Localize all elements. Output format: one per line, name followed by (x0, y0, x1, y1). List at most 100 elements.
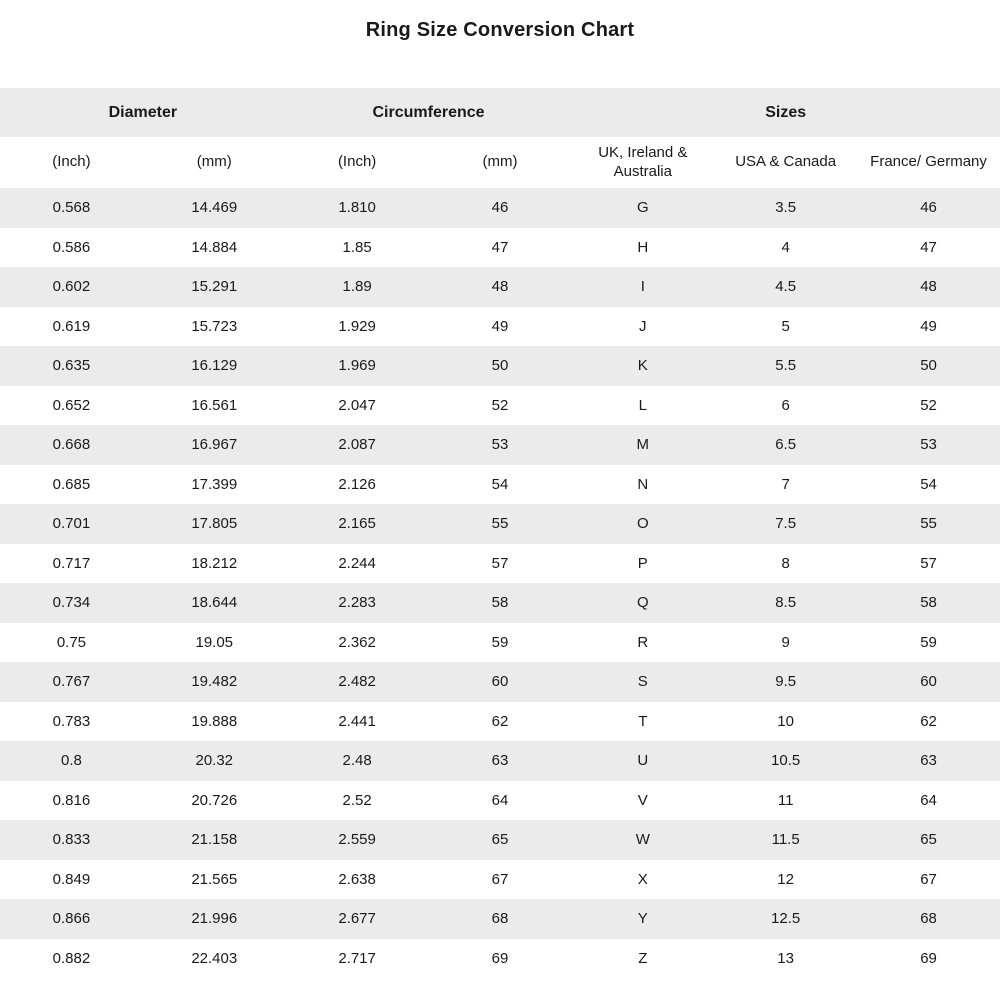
table-cell: 63 (920, 752, 937, 770)
table-cell: M (636, 436, 650, 454)
table-cell: 0.75 (56, 633, 87, 651)
table-cell: 69 (491, 949, 509, 967)
table-cell: 21.996 (191, 910, 238, 928)
table-cell: I (640, 278, 645, 296)
table-cell: 2.482 (338, 673, 376, 691)
group-header-circumference: Circumference (372, 103, 485, 121)
table-cell: 22.403 (191, 949, 238, 967)
table-cell: 9 (781, 633, 790, 651)
table-cell: 46 (491, 199, 509, 217)
table-cell: R (637, 633, 649, 651)
table-cell: 57 (920, 554, 937, 572)
table-cell: 52 (491, 396, 509, 414)
column-header-circumference-inch: (Inch) (337, 153, 377, 171)
table-cell: 9.5 (775, 673, 797, 691)
table-cell: 6 (781, 396, 790, 414)
table-cell: 2.48 (342, 752, 372, 770)
table-cell: 17.805 (191, 515, 238, 533)
table-cell: 0.602 (52, 278, 91, 296)
table-cell: V (637, 791, 648, 809)
table-cell: 0.635 (52, 357, 91, 375)
table-cell: 2.244 (338, 554, 376, 572)
column-header-diameter-inch: (Inch) (52, 153, 91, 171)
table-row: 0.619 15.723 1.929 49 J 5 49 (0, 306, 1000, 346)
table-cell: W (635, 831, 650, 849)
table-cell: 60 (491, 673, 509, 691)
table-row: 0.866 21.996 2.677 68 Y 12.5 68 (0, 899, 1000, 939)
table-body: 0.568 14.469 1.810 46 G 3.5 46 0.586 14.884 1.85 4… (0, 188, 1000, 978)
table-row: 0.652 16.561 2.047 52 L 6 52 (0, 385, 1000, 425)
table-cell: 0.586 (52, 238, 91, 256)
column-header-france-germany: France/ Germany (870, 153, 987, 171)
table-cell: 0.833 (52, 831, 91, 849)
table-cell: 48 (491, 278, 509, 296)
table-cell: 54 (920, 475, 937, 493)
table-row: 0.685 17.399 2.126 54 N 7 54 (0, 464, 1000, 504)
group-header-diameter: Diameter (108, 103, 178, 121)
table-cell: 3.5 (775, 199, 797, 217)
table-cell: 53 (920, 436, 937, 454)
table-cell: 67 (491, 870, 509, 888)
table-row: 0.734 18.644 2.283 58 Q 8.5 58 (0, 583, 1000, 623)
table-cell: 12 (777, 870, 794, 888)
column-header-circumference-mm: (mm) (482, 153, 518, 171)
table-cell: 2.441 (338, 712, 376, 730)
column-header-row: (Inch) (mm) (Inch) (mm) UK, Ireland & Au… (0, 137, 1000, 188)
table-cell: 12.5 (771, 910, 801, 928)
table-cell: Q (636, 594, 649, 612)
table-cell: 15.291 (191, 278, 238, 296)
table-cell: 2.165 (338, 515, 376, 533)
table-cell: 67 (920, 870, 937, 888)
table-cell: 58 (920, 594, 937, 612)
table-cell: 5 (781, 317, 790, 335)
table-cell: J (639, 317, 647, 335)
table-cell: 0.652 (52, 396, 91, 414)
table-cell: 18.212 (191, 554, 238, 572)
table-cell: 52 (920, 396, 937, 414)
table-cell: 68 (920, 910, 937, 928)
table-row: 0.701 17.805 2.165 55 O 7.5 55 (0, 504, 1000, 544)
table-cell: 19.482 (191, 673, 238, 691)
table-cell: 47 (491, 238, 509, 256)
table-cell: O (636, 515, 649, 533)
table-cell: 65 (491, 831, 509, 849)
table-cell: 14.884 (191, 238, 238, 256)
table-cell: 59 (920, 633, 937, 651)
table-cell: 19.888 (191, 712, 238, 730)
table-cell: U (637, 752, 649, 770)
table-cell: 2.126 (338, 475, 376, 493)
table-cell: 7 (781, 475, 790, 493)
table-row: 0.717 18.212 2.244 57 P 8 57 (0, 543, 1000, 583)
table-cell: 62 (920, 712, 937, 730)
table-cell: K (637, 357, 648, 375)
table-cell: 55 (491, 515, 509, 533)
table-cell: 49 (491, 317, 509, 335)
ring-size-table: Diameter Circumference Sizes (Inch) (mm)… (0, 88, 1000, 978)
table-cell: 11 (777, 791, 794, 809)
table-cell: 18.644 (191, 594, 238, 612)
table-cell: 2.52 (342, 791, 372, 809)
table-row: 0.767 19.482 2.482 60 S 9.5 60 (0, 662, 1000, 702)
table-cell: 69 (920, 949, 937, 967)
table-cell: 2.717 (338, 949, 376, 967)
table-row: 0.8 20.32 2.48 63 U 10.5 63 (0, 741, 1000, 781)
table-row: 0.668 16.967 2.087 53 M 6.5 53 (0, 425, 1000, 465)
table-cell: 53 (491, 436, 509, 454)
table-cell: 15.723 (191, 317, 238, 335)
table-cell: 48 (920, 278, 937, 296)
table-cell: 0.866 (52, 910, 91, 928)
page-title: Ring Size Conversion Chart (365, 19, 635, 41)
table-cell: 0.816 (52, 791, 91, 809)
column-header-usa-canada: USA & Canada (735, 153, 837, 171)
table-cell: 19.05 (195, 633, 234, 651)
table-cell: 0.619 (52, 317, 91, 335)
table-cell: 65 (920, 831, 937, 849)
table-cell: 20.726 (191, 791, 238, 809)
table-cell: 50 (491, 357, 509, 375)
table-cell: 64 (491, 791, 509, 809)
table-cell: 10.5 (771, 752, 801, 770)
table-cell: T (638, 712, 648, 730)
table-cell: 16.129 (191, 357, 238, 375)
table-cell: L (638, 396, 647, 414)
table-cell: G (636, 199, 649, 217)
